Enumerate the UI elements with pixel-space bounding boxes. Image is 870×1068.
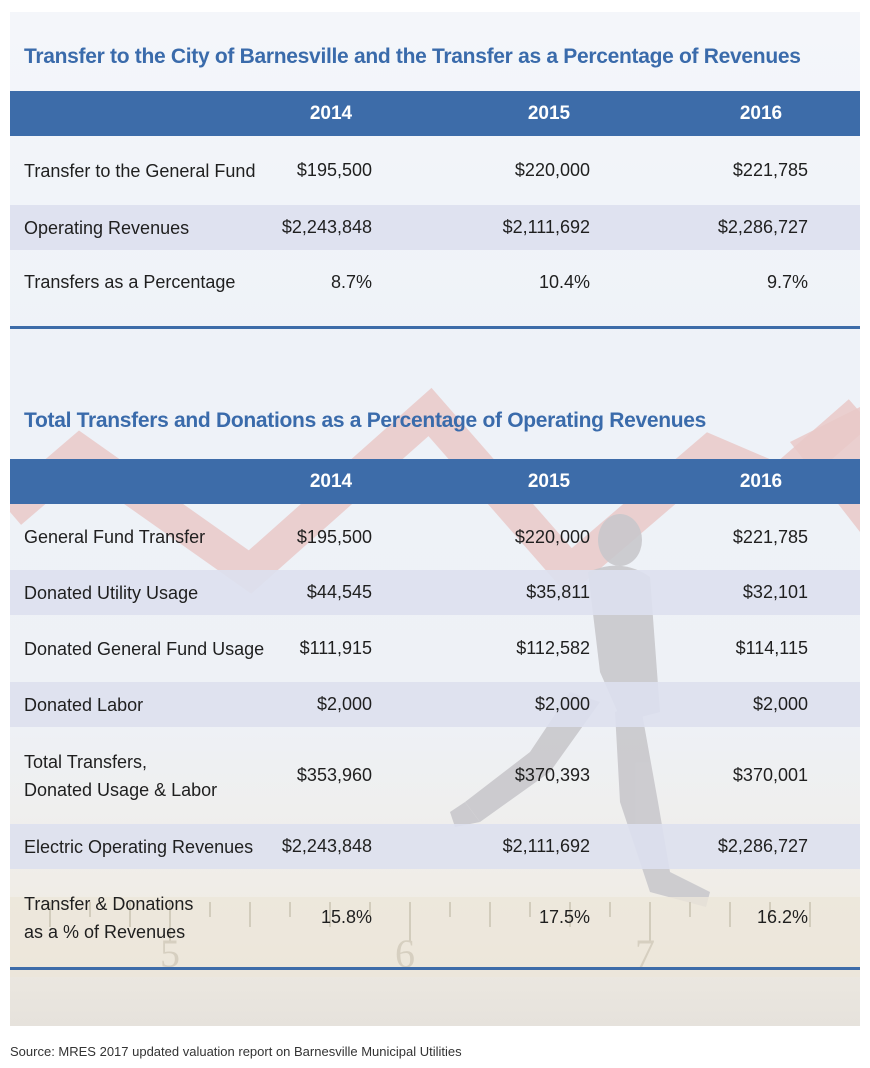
cell-2015: $2,000 [534, 694, 590, 714]
cell-2016: $114,115 [735, 638, 808, 658]
cell-2016: $32,101 [742, 582, 808, 602]
cell-2015: $370,393 [514, 765, 590, 785]
table1: 2014 2015 2016 Transfer to the General F… [10, 91, 860, 314]
table1-header-row: 2014 2015 2016 [10, 91, 860, 136]
row-label: Transfer & Donations as a % of Revenues [24, 890, 193, 946]
table1-title: Transfer to the City of Barnesville and … [24, 45, 801, 68]
row-label: Total Transfers, Donated Usage & Labor [24, 748, 217, 804]
cell-2015: $2,111,692 [502, 217, 590, 237]
column-header-2015: 2015 [527, 102, 571, 124]
column-header-2014: 2014 [309, 102, 353, 124]
column-header-2014: 2014 [309, 470, 353, 492]
cell-2014: $2,243,848 [281, 217, 372, 237]
table2: 2014 2015 2016 General Fund Transfer $19… [10, 459, 860, 966]
row-label-line: Transfer & Donations [24, 893, 194, 914]
cell-2015: 17.5% [538, 907, 590, 927]
cell-2014: $2,243,848 [281, 836, 372, 856]
table1-bottom-rule [10, 326, 860, 329]
row-label: Donated Labor [24, 694, 144, 715]
cell-2016: $2,286,727 [717, 836, 808, 856]
row-label: Donated Utility Usage [24, 582, 199, 603]
table2-header-row: 2014 2015 2016 [10, 459, 860, 504]
cell-2014: $195,500 [296, 160, 372, 180]
ruler-shape: 5 6 7 [10, 897, 860, 977]
cell-2016: $221,785 [732, 160, 808, 180]
table-row: Total Transfers, Donated Usage & Labor $… [10, 727, 860, 824]
table-row: Operating Revenues $2,243,848 $2,111,692… [10, 205, 860, 250]
row-label: Transfers as a Percentage [24, 272, 236, 292]
content-panel: 5 6 7 Transfer to the City of Barnesvill… [10, 12, 860, 1026]
row-label: Transfer to the General Fund [24, 160, 256, 181]
table-row: Electric Operating Revenues $2,243,848 $… [10, 824, 860, 869]
table-row: Donated General Fund Usage $111,915 $112… [10, 615, 860, 682]
table-row: Transfer to the General Fund $195,500 $2… [10, 136, 860, 205]
cell-2014: $44,545 [306, 582, 372, 602]
table2-bottom-rule [10, 967, 860, 970]
cell-2014: $2,000 [316, 694, 372, 714]
row-label: General Fund Transfer [24, 527, 206, 547]
ruler-number: 5 [160, 931, 180, 976]
cell-2015: $35,811 [526, 582, 590, 602]
cell-2016: $221,785 [732, 526, 808, 547]
column-header-2015: 2015 [527, 470, 571, 492]
cell-2015: $2,111,692 [502, 836, 590, 856]
table-row: Donated Labor $2,000 $2,000 $2,000 [10, 682, 860, 727]
table-row: General Fund Transfer $195,500 $220,000 … [10, 504, 860, 570]
cell-2014: $111,915 [299, 638, 372, 658]
column-header-2016: 2016 [739, 102, 783, 124]
cell-2016: 9.7% [766, 271, 808, 292]
cell-2016: 16.2% [756, 907, 808, 927]
cell-2016: $2,000 [752, 694, 808, 714]
cell-2016: $2,286,727 [717, 217, 808, 237]
row-label-line: Donated Usage & Labor [24, 779, 218, 800]
cell-2014: 15.8% [320, 907, 372, 927]
table-row: Donated Utility Usage $44,545 $35,811 $3… [10, 570, 860, 615]
row-label: Electric Operating Revenues [24, 836, 254, 857]
row-label-line: Total Transfers, [24, 751, 148, 772]
table2-title: Total Transfers and Donations as a Perce… [24, 409, 707, 432]
cell-2016: $370,001 [732, 765, 808, 785]
cell-2015: $220,000 [514, 160, 590, 180]
cell-2014: $353,960 [296, 765, 372, 785]
row-label: Operating Revenues [24, 217, 190, 238]
cell-2014: $195,500 [296, 526, 372, 547]
ruler-number: 6 [395, 931, 415, 976]
column-header-2016: 2016 [739, 470, 783, 492]
row-label-line: as a % of Revenues [24, 921, 186, 942]
ruler-number: 7 [635, 931, 655, 976]
cell-2015: $112,582 [516, 638, 590, 658]
cell-2015: $220,000 [514, 526, 590, 547]
row-label: Donated General Fund Usage [24, 638, 265, 659]
table-row: Transfers as a Percentage 8.7% 10.4% 9.7… [10, 250, 860, 314]
source-note: Source: MRES 2017 updated valuation repo… [10, 1044, 462, 1059]
cell-2015: 10.4% [538, 271, 590, 292]
table-row: Transfer & Donations as a % of Revenues … [10, 869, 860, 966]
cell-2014: 8.7% [330, 271, 372, 292]
